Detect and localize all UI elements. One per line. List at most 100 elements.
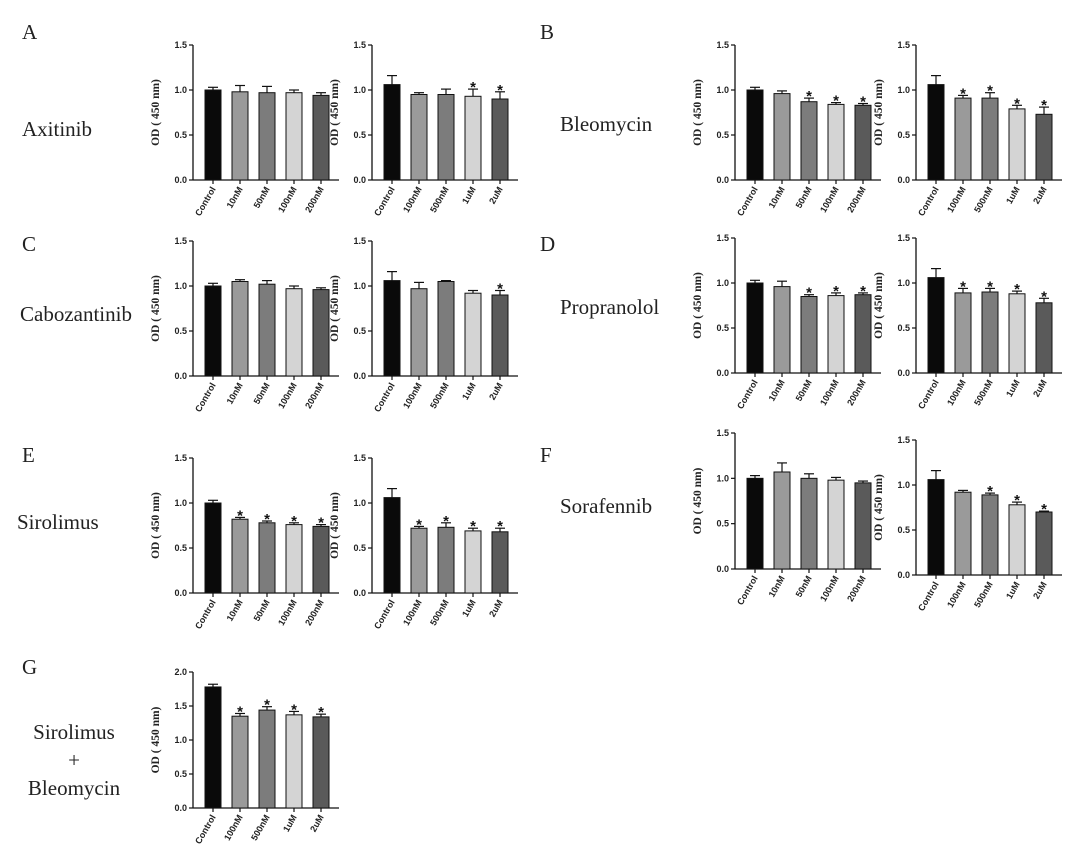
significance-star: * bbox=[987, 278, 993, 295]
bar-1um bbox=[464, 292, 482, 377]
chart-e-low-dose: 0.0 0.5 1.0 1.5 OD ( 450 nm) Control * 10nM * 50n… bbox=[150, 453, 339, 631]
bar-1um bbox=[285, 714, 303, 809]
bar-100nm bbox=[827, 295, 845, 374]
significance-star: * bbox=[960, 278, 966, 295]
bar-50nm bbox=[800, 296, 818, 374]
significance-star: * bbox=[291, 701, 297, 718]
x-tick-label: 500nM bbox=[972, 185, 995, 214]
bar-500nm bbox=[437, 526, 455, 594]
drug-label-e: Sirolimus bbox=[17, 510, 99, 534]
drug-label-d: Propranolol bbox=[560, 295, 660, 319]
y-tick-label: 1.5 bbox=[174, 453, 187, 463]
significance-star: * bbox=[860, 94, 866, 111]
bar-control bbox=[746, 477, 764, 570]
y-tick-label: 0.0 bbox=[897, 570, 910, 580]
bar-10nm bbox=[231, 281, 249, 377]
x-tick-label: 2uM bbox=[1031, 185, 1049, 206]
significance-star: * bbox=[237, 507, 243, 524]
x-tick-label: Control bbox=[916, 185, 941, 218]
y-tick-label: 1.5 bbox=[353, 453, 366, 463]
chart-c-high-dose: 0.0 0.5 1.0 1.5 OD ( 450 nm) Control 100nM 500n… bbox=[329, 236, 518, 414]
bar-500nm bbox=[981, 494, 999, 576]
bar-1um bbox=[1008, 108, 1026, 181]
panel-letter-e: E bbox=[22, 443, 35, 467]
x-tick-label: 500nM bbox=[972, 378, 995, 407]
x-tick-label: 500nM bbox=[428, 598, 451, 627]
bar-500nm bbox=[981, 97, 999, 181]
significance-star: * bbox=[264, 697, 270, 714]
significance-star: * bbox=[497, 281, 503, 298]
significance-star: * bbox=[806, 285, 812, 302]
x-tick-label: 10nM bbox=[767, 185, 787, 210]
y-axis-label: OD ( 450 nm) bbox=[329, 79, 341, 146]
significance-star: * bbox=[1014, 281, 1020, 298]
x-tick-label: Control bbox=[193, 381, 218, 414]
bar-10nm bbox=[231, 91, 249, 181]
panel-letter-a: A bbox=[22, 20, 38, 44]
x-tick-label: 10nM bbox=[225, 185, 245, 210]
y-axis-label: OD ( 450 nm) bbox=[692, 79, 704, 146]
y-tick-label: 0.5 bbox=[897, 525, 910, 535]
panel-letter-g: G bbox=[22, 655, 38, 679]
significance-star: * bbox=[291, 513, 297, 530]
x-tick-label: 100nM bbox=[401, 598, 424, 627]
drug-label-g-line1: Sirolimus bbox=[33, 720, 115, 744]
y-tick-label: 1.0 bbox=[353, 498, 366, 508]
drug-label-f: Sorafennib bbox=[560, 494, 653, 518]
bar-50nm bbox=[800, 477, 818, 570]
x-tick-label: 100nM bbox=[401, 381, 424, 410]
panel-letter-b: B bbox=[540, 20, 555, 44]
y-tick-label: 1.5 bbox=[174, 40, 187, 50]
x-tick-label: 200nM bbox=[303, 598, 326, 627]
y-tick-label: 0.5 bbox=[716, 130, 729, 140]
y-tick-label: 0.0 bbox=[716, 368, 729, 378]
y-tick-label: 0.0 bbox=[353, 175, 366, 185]
y-tick-label: 1.5 bbox=[353, 40, 366, 50]
significance-star: * bbox=[1014, 492, 1020, 509]
drug-label-g-line2: + bbox=[68, 748, 80, 772]
y-tick-label: 0.0 bbox=[174, 803, 187, 813]
x-tick-label: 1uM bbox=[1004, 185, 1022, 206]
y-tick-label: 1.0 bbox=[174, 498, 187, 508]
x-tick-label: 10nM bbox=[225, 381, 245, 406]
x-tick-label: 50nM bbox=[252, 185, 272, 210]
y-tick-label: 1.0 bbox=[716, 473, 729, 483]
bar-1um bbox=[464, 95, 482, 181]
x-tick-label: 200nM bbox=[845, 185, 868, 214]
bar-500nm bbox=[258, 709, 276, 809]
x-tick-label: Control bbox=[372, 598, 397, 631]
panel-letter-c: C bbox=[22, 232, 37, 256]
significance-star: * bbox=[318, 704, 324, 721]
x-tick-label: Control bbox=[193, 813, 218, 846]
x-tick-label: Control bbox=[735, 185, 760, 218]
y-tick-label: 1.0 bbox=[174, 85, 187, 95]
y-axis-label: OD ( 450 nm) bbox=[873, 79, 885, 146]
x-tick-label: 1uM bbox=[460, 381, 478, 402]
significance-star: * bbox=[1014, 95, 1020, 112]
x-tick-label: 2uM bbox=[308, 813, 326, 834]
bar-100nm bbox=[410, 288, 428, 377]
bar-control bbox=[204, 285, 222, 377]
y-axis-label: OD ( 450 nm) bbox=[329, 275, 341, 342]
chart-a-low-dose: 0.0 0.5 1.0 1.5 OD ( 450 nm) Control 10nM 50nM 1… bbox=[150, 40, 339, 218]
drug-label-b: Bleomycin bbox=[560, 112, 653, 136]
y-tick-label: 1.5 bbox=[353, 236, 366, 246]
y-tick-label: 1.0 bbox=[716, 278, 729, 288]
bar-50nm bbox=[800, 101, 818, 181]
bar-100nm bbox=[231, 715, 249, 809]
y-tick-label: 0.5 bbox=[174, 130, 187, 140]
panel-letter-d: D bbox=[540, 232, 556, 256]
x-tick-label: 10nM bbox=[225, 598, 245, 623]
bar-100nm bbox=[285, 92, 303, 181]
x-tick-label: 2uM bbox=[487, 598, 505, 619]
x-tick-label: 10nM bbox=[767, 574, 787, 599]
drug-label-g: Sirolimus + Bleomycin bbox=[18, 718, 130, 802]
x-tick-label: 100nM bbox=[276, 381, 299, 410]
y-tick-label: 1.5 bbox=[897, 233, 910, 243]
bar-10nm bbox=[773, 286, 791, 374]
significance-star: * bbox=[960, 85, 966, 102]
x-tick-label: 2uM bbox=[1031, 580, 1049, 601]
significance-star: * bbox=[416, 516, 422, 533]
